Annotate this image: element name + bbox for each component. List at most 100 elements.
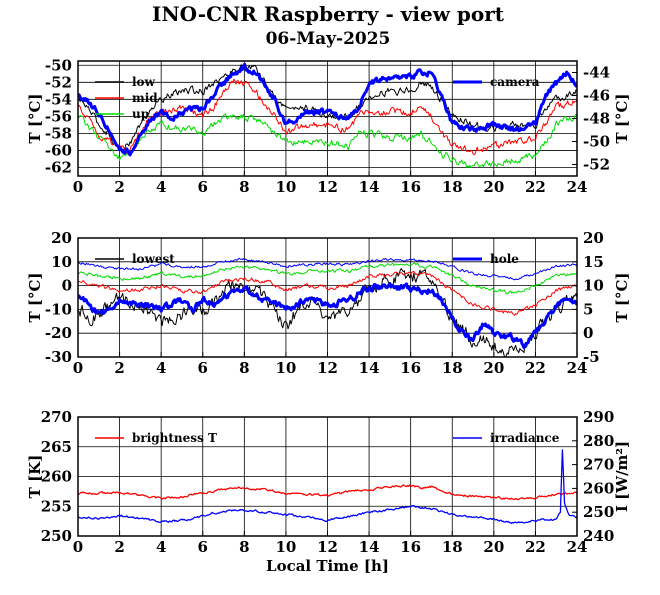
panel2-x-tick-label: 10: [275, 359, 296, 377]
panel3-yl-tick-label: 260: [41, 468, 72, 486]
panel2-yl-tick-label: 0: [62, 277, 72, 295]
panel3-x-tick-label: 22: [525, 538, 546, 556]
panel3-yl-tick-label: 255: [41, 497, 72, 515]
panel1-yl-tick-label: -60: [45, 141, 72, 159]
panel3-series-group: [78, 449, 577, 525]
panel1-yr-tick-label: -46: [583, 87, 610, 105]
panel1-x-tick-label: 20: [483, 178, 504, 196]
panel2-legend-label: lowest: [132, 252, 175, 266]
panel3-ylabel-right: I [W/m²]: [613, 441, 631, 512]
panel3-x-tick-label: 10: [275, 538, 296, 556]
panel2-yr-tick-label: 5: [583, 300, 593, 318]
panel1-yl-tick-label: -62: [45, 158, 72, 176]
panel3-yr-tick-label: 290: [583, 408, 614, 426]
panel2-series-group: [78, 257, 577, 357]
panel3-series-irradiance: [78, 449, 577, 525]
panel1-x-tick-label: 24: [567, 178, 588, 196]
panel3-x-tick-label: 12: [317, 538, 338, 556]
panel3-x-tick-label: 14: [359, 538, 380, 556]
panel2-x-tick-label: 2: [114, 359, 124, 377]
panel1-x-tick-label: 16: [400, 178, 421, 196]
panel3-yr-tick-label: 270: [583, 456, 614, 474]
panel3-yr-tick-label: 260: [583, 479, 614, 497]
panel2-yl-tick-label: -30: [45, 348, 72, 366]
panel2-panel: 0 2 4 6 8 10 12 14 16 18 20 22 24-30-20-1001020-5051…: [26, 229, 631, 377]
panel3-x-tick-label: 16: [400, 538, 421, 556]
panel1-yl-tick-label: -52: [45, 73, 72, 91]
panel2-yr-tick-label: 0: [583, 324, 593, 342]
panel1-ylabel-left: T [°C]: [26, 93, 44, 143]
panel2-ylabel-right: T [°C]: [613, 272, 631, 322]
panel2-x-tick-label: 22: [525, 359, 546, 377]
panel1-x-tick-label: 12: [317, 178, 338, 196]
panel1-yl-tick-label: -50: [45, 56, 72, 74]
panel2-yr-tick-label: 10: [583, 277, 604, 295]
chart-title: INO-CNR Raspberry - view port: [152, 2, 505, 26]
panel1-series-up: [78, 113, 577, 168]
panel1-yr-tick-label: -52: [583, 156, 610, 174]
panel2-yr-tick-label: 15: [583, 253, 604, 271]
panel2-ylabel-left: T [°C]: [26, 272, 44, 322]
panel1-panel: 0 2 4 6 8 10 12 14 16 18 20 22 24-62-60-58-56-54-52-…: [26, 56, 631, 196]
panel3-yl-tick-label: 265: [41, 438, 72, 456]
panel3-ylabel-left: T [K]: [26, 455, 44, 499]
panel3-xlabel: Local Time [h]: [266, 557, 389, 575]
panel3-x-tick-label: 20: [483, 538, 504, 556]
panel3-yr-tick-label: 280: [583, 432, 614, 450]
panel2-x-tick-label: 4: [156, 359, 166, 377]
panel2-series-hole: [78, 282, 577, 350]
panel2-yl-tick-label: -10: [45, 300, 72, 318]
panel2-x-tick-label: 18: [442, 359, 463, 377]
chart-date: 06-May-2025: [266, 29, 391, 49]
panel2-x-tick-label: 20: [483, 359, 504, 377]
panel1-yr-tick-label: -48: [583, 110, 610, 128]
panel1-ylabel-right: T [°C]: [613, 93, 631, 143]
panel1-legend-label-right: camera: [490, 75, 540, 89]
panel3-panel: 0 2 4 6 8 10 12 14 16 18 20 22 242502552602652702402…: [26, 408, 631, 575]
panel2-x-tick-label: 24: [567, 359, 588, 377]
panel3-x-tick-label: 6: [198, 538, 208, 556]
panel1-yl-tick-label: -58: [45, 124, 72, 142]
panel3-legend-label: brightness T: [132, 431, 217, 445]
panel1-x-tick-label: 14: [359, 178, 380, 196]
panel1-series-camera: [78, 63, 577, 157]
panel1-yl-tick-label: -56: [45, 107, 72, 125]
panel2-x-tick-label: 6: [198, 359, 208, 377]
panel1-series-group: [78, 63, 577, 168]
panel1-x-tick-label: 6: [198, 178, 208, 196]
panel2-series-lowest: [78, 268, 577, 357]
panel1-x-tick-label: 8: [239, 178, 249, 196]
panel2-x-tick-label: 0: [73, 359, 83, 377]
panel3-yl-tick-label: 270: [41, 408, 72, 426]
panel2-series-trace-3: [78, 257, 577, 281]
panel3-x-tick-label: 18: [442, 538, 463, 556]
panel1-x-tick-label: 2: [114, 178, 124, 196]
panel3-x-tick-label: 0: [73, 538, 83, 556]
panel3-x-tick-label: 2: [114, 538, 124, 556]
panel3-series-brightness-T: [78, 484, 577, 501]
panel3-x-tick-label: 8: [239, 538, 249, 556]
panel2-yl-tick-label: -20: [45, 324, 72, 342]
panel1-series-low: [78, 63, 577, 151]
panel1-x-tick-label: 22: [525, 178, 546, 196]
panel1-series-mid: [78, 78, 577, 156]
panel2-legend-label-right: hole: [490, 252, 519, 266]
panel1-x-tick-label: 4: [156, 178, 166, 196]
panel1-x-tick-label: 0: [73, 178, 83, 196]
panel1-legend-label: low: [132, 75, 156, 89]
panel1-x-tick-label: 10: [275, 178, 296, 196]
panel2-x-tick-label: 8: [239, 359, 249, 377]
panel2-yl-tick-label: 10: [51, 253, 72, 271]
panel3-yl-tick-label: 250: [41, 527, 72, 545]
panel3-x-tick-label: 24: [567, 538, 588, 556]
panel3-yr-tick-label: 250: [583, 503, 614, 521]
panel2-yr-tick-label: -5: [583, 348, 600, 366]
panel1-legend-label: mid: [132, 91, 158, 105]
panel2-x-tick-label: 14: [359, 359, 380, 377]
panel2-series-trace-2: [78, 262, 577, 295]
panel3-legend-label-right: irradiance: [490, 431, 560, 445]
panel2-series-trace-1: [78, 270, 577, 316]
panel2-yr-tick-label: 20: [583, 229, 604, 247]
